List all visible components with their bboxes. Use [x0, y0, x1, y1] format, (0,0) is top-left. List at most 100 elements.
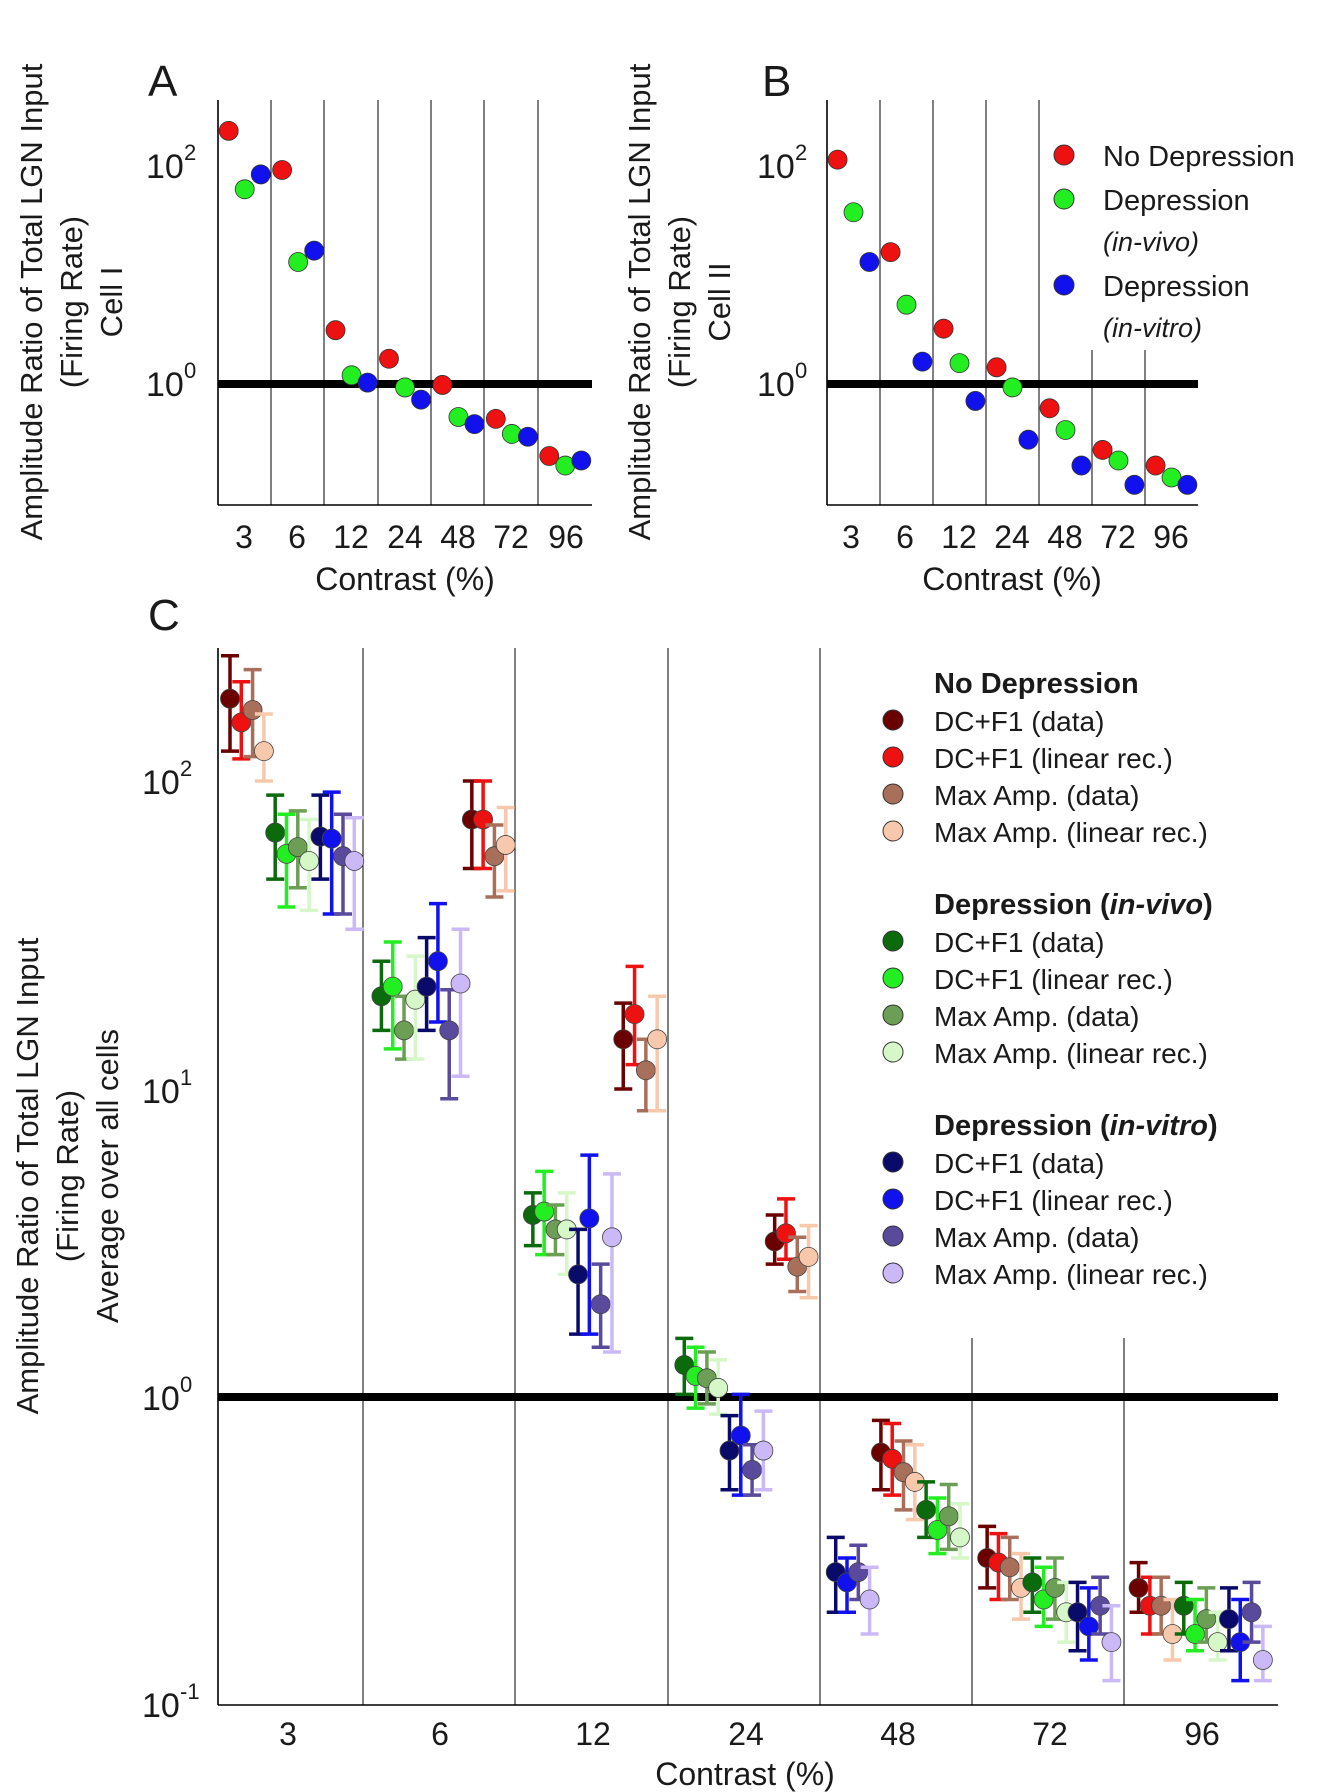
- panel-b-letter: B: [762, 57, 791, 106]
- panel-c-ytick-100-exp: 2: [180, 756, 192, 781]
- panel-c-marker-s9-g5: [1078, 1616, 1099, 1637]
- panel-c-ytick-10-exp: 1: [180, 1065, 192, 1090]
- panel-c-data-points: [220, 654, 1273, 1683]
- panel-c-ytick-10: 10 1: [142, 1065, 192, 1111]
- panel-c-point-s11-g0: [344, 815, 365, 932]
- panel-c-marker-s3-g2: [647, 1029, 668, 1050]
- panel-c-point-s11-g1: [450, 927, 471, 1079]
- panel-c-legend-group-title-0: No Depression: [934, 668, 1139, 700]
- panel-c-marker-s5-g4: [927, 1520, 948, 1540]
- panel-c-marker-s1-g2: [624, 1004, 645, 1025]
- panel-c-xtick-1: 6: [431, 1716, 449, 1752]
- panel-c-marker-s10-g3: [742, 1459, 762, 1480]
- panel-c-letter: C: [148, 591, 180, 640]
- panel-c-marker-s7-g0: [299, 851, 320, 871]
- panel-c-legend-marker-2-2: [882, 1225, 904, 1247]
- panel-c-ytick-0.1-exp: -1: [180, 1679, 200, 1704]
- panel-c-legend-title-2-italic: in-vitro: [1110, 1110, 1208, 1142]
- panel-c-point-s11-g4: [859, 1565, 880, 1636]
- panel-c-xtick-6: 96: [1184, 1716, 1220, 1752]
- panel-c-point-s10-g1: [439, 988, 460, 1101]
- panel-c-marker-s2-g0: [242, 700, 263, 720]
- panel-b-point-s2-g1: [912, 351, 933, 372]
- panel-a-point-s0-g5: [485, 409, 506, 429]
- panel-a-point-s1-g0: [234, 179, 255, 200]
- panel-c-marker-s6-g4: [938, 1506, 959, 1527]
- panel-a-ytick-1-exp: 0: [184, 358, 196, 383]
- panel-b-point-s1-g0: [843, 202, 864, 223]
- panel-c-marker-s8-g1: [416, 976, 437, 997]
- panel-c-point-s5-g1: [382, 940, 403, 1051]
- panel-b: 10 2 10 0 3 6 12 24 48 72 96 Contrast (%…: [622, 63, 1295, 597]
- panel-b-ytick-100: 10 2: [757, 140, 807, 186]
- panel-c-marker-s10-g2: [590, 1294, 611, 1315]
- panel-c-xtick-0: 3: [279, 1716, 297, 1752]
- panel-c-point-s2-g0: [242, 667, 263, 759]
- panel-c-marker-s4-g0: [265, 822, 286, 843]
- panel-c-marker-s10-g6: [1241, 1602, 1262, 1623]
- panel-c-point-s0-g2: [613, 1001, 634, 1091]
- panel-c-point-s2-g1: [484, 823, 505, 899]
- panel-c-marker-s9-g3: [730, 1425, 751, 1446]
- panel-c-point-s7-g1: [405, 954, 426, 1061]
- svg-text:10: 10: [146, 148, 184, 186]
- panel-b-point-s1-g5: [1108, 450, 1129, 471]
- panel-c-point-s6-g0: [287, 809, 308, 890]
- panel-c-marker-s1-g4: [882, 1448, 903, 1469]
- panel-c-point-s9-g3: [730, 1392, 751, 1497]
- panel-b-x-axis-label: Contrast (%): [922, 561, 1102, 597]
- panel-c-legend-group-0: No Depression DC+F1 (data) DC+F1 (linear…: [882, 668, 1208, 848]
- panel-c-marker-s10-g4: [848, 1562, 869, 1583]
- panel-b-xtick-2: 12: [941, 519, 977, 555]
- panel-c-legend-title-1-close: ): [1203, 889, 1213, 921]
- panel-c-ytick-0.1: 10 -1: [142, 1679, 200, 1725]
- svg-text:10: 10: [142, 1380, 180, 1418]
- panel-c-x-axis-label: Contrast (%): [655, 1756, 835, 1792]
- panel-a-point-s2-g1: [304, 240, 325, 261]
- panel-b-xtick-1: 6: [896, 519, 914, 555]
- panel-a-point-s0-g3: [379, 348, 399, 369]
- panel-c-point-s4-g1: [371, 959, 392, 1033]
- panel-c-point-s3-g2: [647, 994, 668, 1113]
- panel-a-point-s0-g2: [325, 320, 346, 341]
- panel-b-point-s2-g4: [1071, 455, 1092, 476]
- panel-b-point-s0-g3: [986, 357, 1007, 378]
- panel-c-point-s1-g4: [882, 1421, 903, 1497]
- panel-c-xtick-5: 72: [1032, 1716, 1068, 1752]
- panel-b-xtick-0: 3: [842, 519, 860, 555]
- panel-c-marker-s2-g2: [635, 1060, 656, 1081]
- panel-c-ylabel-line2: (Firing Rate): [50, 1090, 85, 1262]
- panel-c-point-s7-g3: [708, 1358, 729, 1416]
- panel-c-ylabel-line3: Average over all cells: [90, 1029, 125, 1323]
- panel-c-marker-s8-g2: [568, 1264, 588, 1285]
- panel-b-group-separators: [879, 100, 1146, 505]
- svg-text:10: 10: [142, 1687, 180, 1725]
- panel-a-xtick-6: 96: [548, 519, 584, 555]
- panel-b-xtick-3: 24: [994, 519, 1030, 555]
- panel-c-group-separators: [362, 648, 1125, 1705]
- panel-c-legend-group-title-2: Depression (in-vitro): [934, 1110, 1218, 1142]
- panel-b-data-points: [827, 149, 1198, 495]
- panel-b-legend-label-1: Depression: [1103, 185, 1250, 217]
- panel-b-legend-marker-1: [1053, 188, 1075, 210]
- panel-c-point-s6-g4: [938, 1482, 959, 1552]
- panel-c-xtick-4: 48: [880, 1716, 916, 1752]
- panel-c-marker-s9-g2: [579, 1208, 600, 1229]
- panel-c-point-s8-g2: [568, 1227, 588, 1336]
- panel-c-point-s3-g1: [495, 805, 516, 893]
- panel-c-legend: No Depression DC+F1 (data) DC+F1 (linear…: [882, 668, 1218, 1290]
- panel-a-point-s1-g1: [288, 252, 309, 272]
- panel-c-point-s3-g4: [904, 1442, 925, 1522]
- panel-c-point-s0-g6: [1128, 1560, 1149, 1615]
- panel-a-x-axis-label: Contrast (%): [315, 561, 495, 597]
- panel-b-legend-entry-2: Depression (in-vitro): [1053, 271, 1250, 343]
- panel-a-point-s2-g2: [357, 372, 378, 393]
- panel-b-point-s0-g5: [1092, 440, 1113, 460]
- panel-c-point-s1-g0: [231, 680, 252, 761]
- panel-c-point-s5-g2: [534, 1169, 555, 1257]
- panel-a-ylabel-line1: Amplitude Ratio of Total LGN Input: [14, 63, 49, 540]
- panel-c-point-s11-g2: [602, 1172, 622, 1354]
- panel-b-point-s2-g0: [859, 252, 880, 272]
- panel-b-legend-sublabel-2: (in-vitro): [1103, 313, 1202, 343]
- panel-c-marker-s4-g4: [916, 1499, 937, 1520]
